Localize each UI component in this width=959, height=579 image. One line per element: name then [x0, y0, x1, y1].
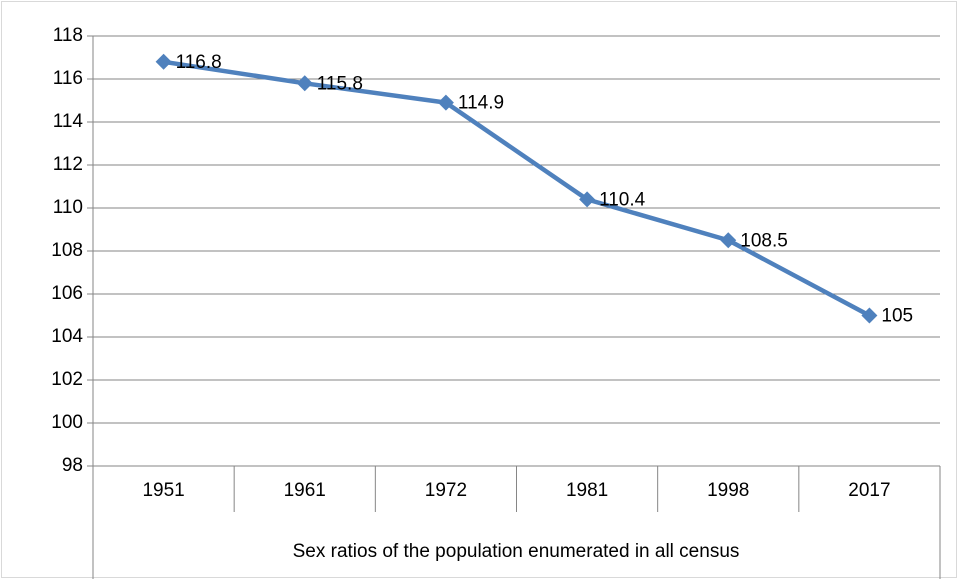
- x-tick-label: 2017: [848, 480, 890, 501]
- data-label: 105: [881, 306, 913, 327]
- data-line: [163, 59, 871, 318]
- y-tick-label: 104: [51, 326, 83, 347]
- data-marker: [861, 307, 878, 324]
- y-tick-label: 118: [53, 25, 83, 46]
- y-tick-label: 116: [53, 68, 83, 89]
- data-marker: [437, 94, 454, 111]
- x-tick-label: 1981: [566, 480, 608, 501]
- x-tick-label: 1961: [284, 480, 326, 501]
- y-tick-label: 112: [53, 154, 83, 175]
- data-label: 114.9: [458, 93, 504, 114]
- x-tick-label: 1972: [425, 480, 467, 501]
- data-marker: [155, 53, 172, 70]
- data-marker: [296, 75, 313, 92]
- y-tick-label: 108: [51, 240, 83, 261]
- data-marker: [579, 191, 596, 208]
- y-tick-label: 114: [53, 111, 84, 132]
- y-tick-label: 98: [62, 455, 83, 476]
- data-label: 108.5: [740, 230, 788, 251]
- data-marker: [720, 232, 737, 249]
- data-label: 110.4: [599, 189, 646, 210]
- y-tick-label: 106: [51, 283, 83, 304]
- x-axis-label: Sex ratios of the population enumerated …: [293, 541, 740, 562]
- x-tick-label: 1998: [707, 480, 749, 501]
- data-label: 115.8: [317, 73, 363, 94]
- y-tick-label: 100: [51, 412, 83, 433]
- x-tick-label: 1951: [142, 480, 184, 501]
- data-label: 116.8: [176, 52, 222, 73]
- y-tick-label: 102: [51, 369, 83, 390]
- y-tick-label: 110: [53, 197, 83, 218]
